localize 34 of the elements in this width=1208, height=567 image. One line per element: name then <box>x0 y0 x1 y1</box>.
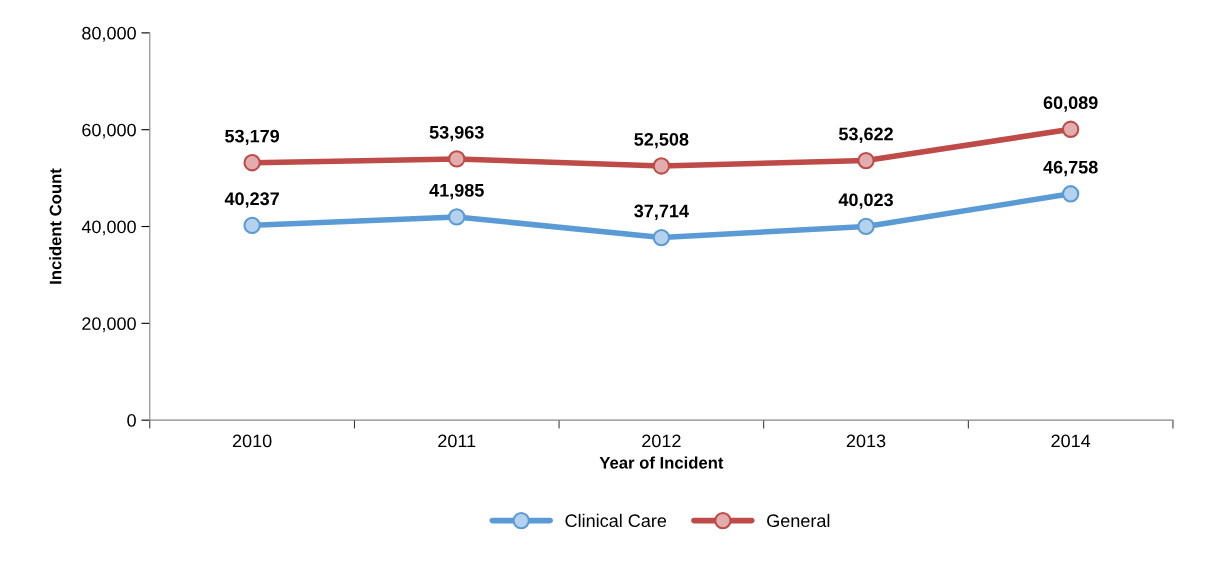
x-tick-label: 2012 <box>642 434 681 448</box>
data-label: 53,622 <box>838 127 893 143</box>
data-label: 37,714 <box>634 204 689 220</box>
legend-label: General <box>767 513 830 528</box>
point <box>1061 120 1080 138</box>
data-label: 40,023 <box>838 193 893 209</box>
x-tick-label: 2013 <box>846 434 886 448</box>
data-label: 53,179 <box>225 129 280 146</box>
point <box>652 228 671 247</box>
point <box>448 150 466 168</box>
y-tick-label: 80,000 <box>82 26 136 42</box>
x-tick-label: 2010 <box>232 434 272 448</box>
y-axis-title: Incident Count <box>49 168 62 284</box>
y-tick-label: 60,000 <box>82 123 136 139</box>
data-label: 52,508 <box>634 132 689 149</box>
y-tick-label: 0 <box>127 414 136 427</box>
x-axis-title: Year of Incident <box>599 456 724 469</box>
x-tick-label: 2014 <box>1051 434 1091 448</box>
point <box>243 154 261 172</box>
x-tick-label: 2011 <box>438 434 476 448</box>
data-label: 53,963 <box>429 125 484 142</box>
data-label: 40,237 <box>224 192 279 208</box>
point <box>448 208 466 226</box>
point <box>243 216 261 235</box>
data-label: 46,758 <box>1043 160 1098 177</box>
data-label: 60,089 <box>1043 96 1098 112</box>
y-tick-label: 40,000 <box>81 220 136 236</box>
point <box>857 151 875 170</box>
legend-label: Clinical Care <box>565 513 667 528</box>
point <box>652 157 671 175</box>
y-tick-label: 20,000 <box>82 317 136 333</box>
data-label: 41,985 <box>429 183 484 200</box>
point <box>1061 185 1080 203</box>
point <box>857 217 875 236</box>
